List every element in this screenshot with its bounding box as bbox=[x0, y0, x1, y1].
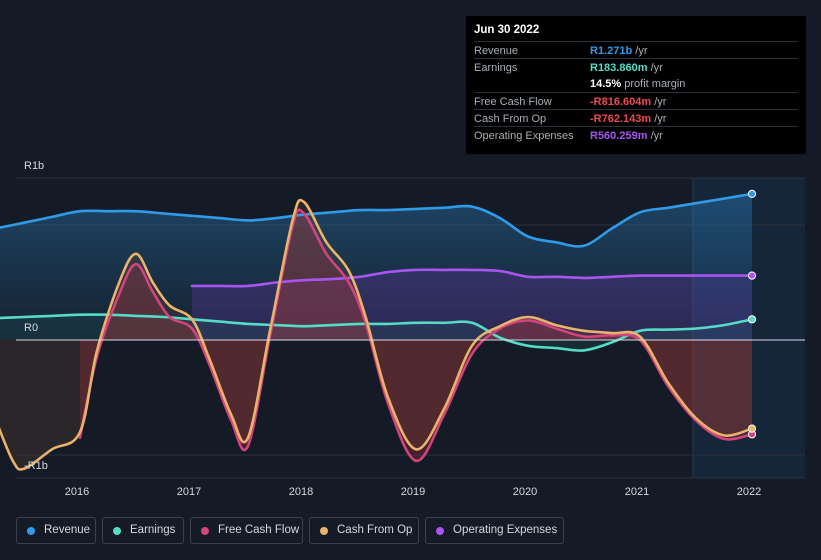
x-tick-label: 2021 bbox=[624, 486, 650, 498]
tooltip-label: Earnings bbox=[474, 62, 518, 74]
x-tick-label: 2020 bbox=[512, 486, 538, 498]
operating-expenses-area bbox=[192, 269, 752, 340]
legend-item-operating-expenses[interactable]: Operating Expenses bbox=[425, 517, 564, 544]
earnings-area bbox=[0, 314, 752, 351]
free-cash-flow-dot-icon bbox=[201, 527, 209, 535]
x-tick-label: 2019 bbox=[400, 486, 426, 498]
legend-label: Earnings bbox=[130, 524, 176, 536]
tooltip-row-cash-from-op: Cash From Op -R762.143m /yr bbox=[474, 109, 798, 127]
tooltip-date: Jun 30 2022 bbox=[474, 24, 540, 36]
operating-expenses-dot-icon bbox=[436, 527, 444, 535]
legend-label: Free Cash Flow bbox=[218, 524, 300, 536]
tooltip-value: -R762.143m /yr bbox=[590, 113, 667, 125]
tooltip-row-operating-expenses: Operating Expenses R560.259m /yr bbox=[474, 126, 798, 144]
tooltip-label: Revenue bbox=[474, 45, 519, 57]
legend-item-earnings[interactable]: Earnings bbox=[102, 517, 184, 544]
x-tick-label: 2017 bbox=[176, 486, 202, 498]
y-tick-label: -R1b bbox=[24, 460, 48, 472]
tooltip-value: R1.271b /yr bbox=[590, 45, 648, 57]
legend-label: Cash From Op bbox=[337, 524, 413, 536]
free-cash-flow-line bbox=[78, 208, 754, 463]
tooltip-label: Free Cash Flow bbox=[474, 96, 552, 108]
tooltip-value: -R816.604m /yr bbox=[590, 96, 667, 108]
tooltip-panel: Jun 30 2022 Revenue R1.271b /yr Earnings… bbox=[466, 16, 806, 154]
tooltip-row-free-cash-flow: Free Cash Flow -R816.604m /yr bbox=[474, 92, 798, 110]
tooltip-value: 14.5% profit margin bbox=[590, 78, 686, 90]
x-tick-label: 2022 bbox=[736, 486, 762, 498]
y-tick-label: R0 bbox=[24, 322, 39, 334]
cash-from-op-dot-icon bbox=[320, 527, 328, 535]
legend-item-cash-from-op[interactable]: Cash From Op bbox=[309, 517, 419, 544]
y-tick-label: R1b bbox=[24, 160, 45, 172]
legend-label: Revenue bbox=[44, 524, 91, 536]
earnings-end-marker bbox=[747, 315, 757, 324]
operating-expenses-line bbox=[190, 268, 754, 288]
revenue-line bbox=[0, 192, 754, 248]
cash-from-op-line bbox=[0, 198, 754, 471]
free-cash-flow-area bbox=[80, 209, 752, 461]
revenue-end-marker bbox=[747, 189, 757, 198]
tooltip-label: Cash From Op bbox=[474, 113, 547, 125]
cash-from-op-end-marker bbox=[747, 424, 757, 433]
legend-item-revenue[interactable]: Revenue bbox=[16, 517, 96, 544]
legend-label: Operating Expenses bbox=[453, 524, 558, 536]
x-tick-label: 2016 bbox=[64, 486, 90, 498]
x-tick-label: 2018 bbox=[288, 486, 314, 498]
series-end-markers bbox=[747, 189, 757, 439]
series-lines bbox=[0, 192, 805, 471]
revenue-area bbox=[0, 193, 752, 340]
tooltip-value: R183.860m /yr bbox=[590, 62, 663, 74]
legend-item-free-cash-flow[interactable]: Free Cash Flow bbox=[190, 517, 303, 544]
tooltip-value: R560.259m /yr bbox=[590, 130, 663, 142]
tooltip-row-earnings: Earnings R183.860m /yr bbox=[474, 58, 798, 76]
operating-expenses-end-marker bbox=[747, 271, 757, 280]
tooltip-row-revenue: Revenue R1.271b /yr bbox=[474, 41, 798, 59]
tooltip-row-profit-margin: 14.5% profit margin bbox=[474, 75, 798, 92]
earnings-dot-icon bbox=[113, 527, 121, 535]
revenue-dot-icon bbox=[27, 527, 35, 535]
tooltip-label: Operating Expenses bbox=[474, 130, 574, 142]
